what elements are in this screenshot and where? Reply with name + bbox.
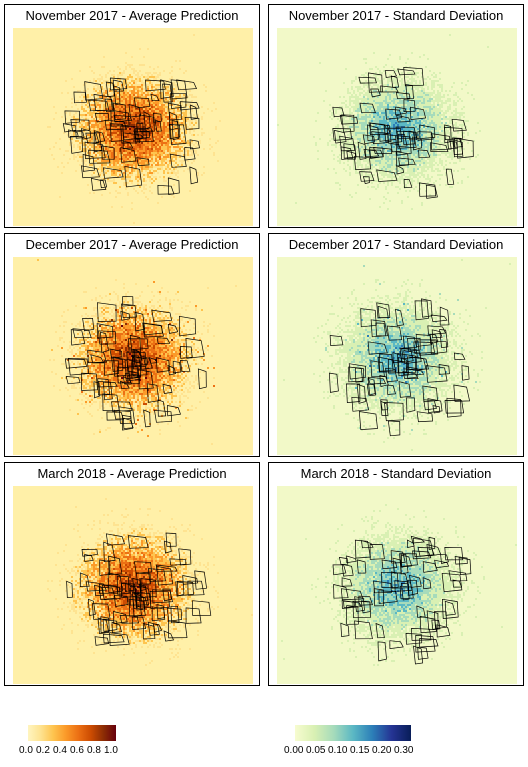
- panel-title: November 2017 - Average Prediction: [25, 8, 239, 23]
- panel-title: March 2018 - Standard Deviation: [300, 466, 492, 481]
- legend-tick: 0.8: [87, 745, 101, 756]
- legend-colorbar: [28, 725, 116, 741]
- legend-tick: 0.05: [306, 745, 326, 756]
- panel-nov-sd: November 2017 - Standard Deviation: [268, 4, 524, 228]
- panel-title: March 2018 - Average Prediction: [37, 466, 227, 481]
- legend-tick: 0.00: [284, 745, 304, 756]
- legend-tick: 0.0: [19, 745, 33, 756]
- legend-tick: 0.10: [328, 745, 348, 756]
- legend-tick: 1.0: [104, 745, 118, 756]
- legend-colorbar: [295, 725, 411, 741]
- map-nov-sd: [277, 28, 517, 226]
- legend-tick: 0.15: [350, 745, 370, 756]
- panel-dec-sd: December 2017 - Standard Deviation: [268, 233, 524, 457]
- panel-title: November 2017 - Standard Deviation: [288, 8, 504, 23]
- legend-prediction: 0.0 0.2 0.4 0.6 0.8 1.0: [19, 725, 128, 765]
- panel-dec-avg: December 2017 - Average Prediction: [4, 233, 260, 457]
- panel-mar-avg: March 2018 - Average Prediction: [4, 462, 260, 686]
- map-dec-sd: [277, 257, 517, 455]
- panel-mar-sd: March 2018 - Standard Deviation: [268, 462, 524, 686]
- map-dec-avg: [13, 257, 253, 455]
- legend-tick: 0.6: [70, 745, 84, 756]
- map-mar-sd: [277, 486, 517, 684]
- legend-tick: 0.2: [36, 745, 50, 756]
- legend-tick: 0.4: [53, 745, 67, 756]
- legend-tick: 0.20: [372, 745, 392, 756]
- panel-nov-avg: November 2017 - Average Prediction: [4, 4, 260, 228]
- panel-title: December 2017 - Average Prediction: [25, 237, 239, 252]
- panel-title: December 2017 - Standard Deviation: [288, 237, 504, 252]
- map-nov-avg: [13, 28, 253, 226]
- legend-deviation: 0.00 0.05 0.10 0.15 0.20 0.30: [284, 725, 425, 765]
- map-mar-avg: [13, 486, 253, 684]
- legend-tick: 0.30: [394, 745, 414, 756]
